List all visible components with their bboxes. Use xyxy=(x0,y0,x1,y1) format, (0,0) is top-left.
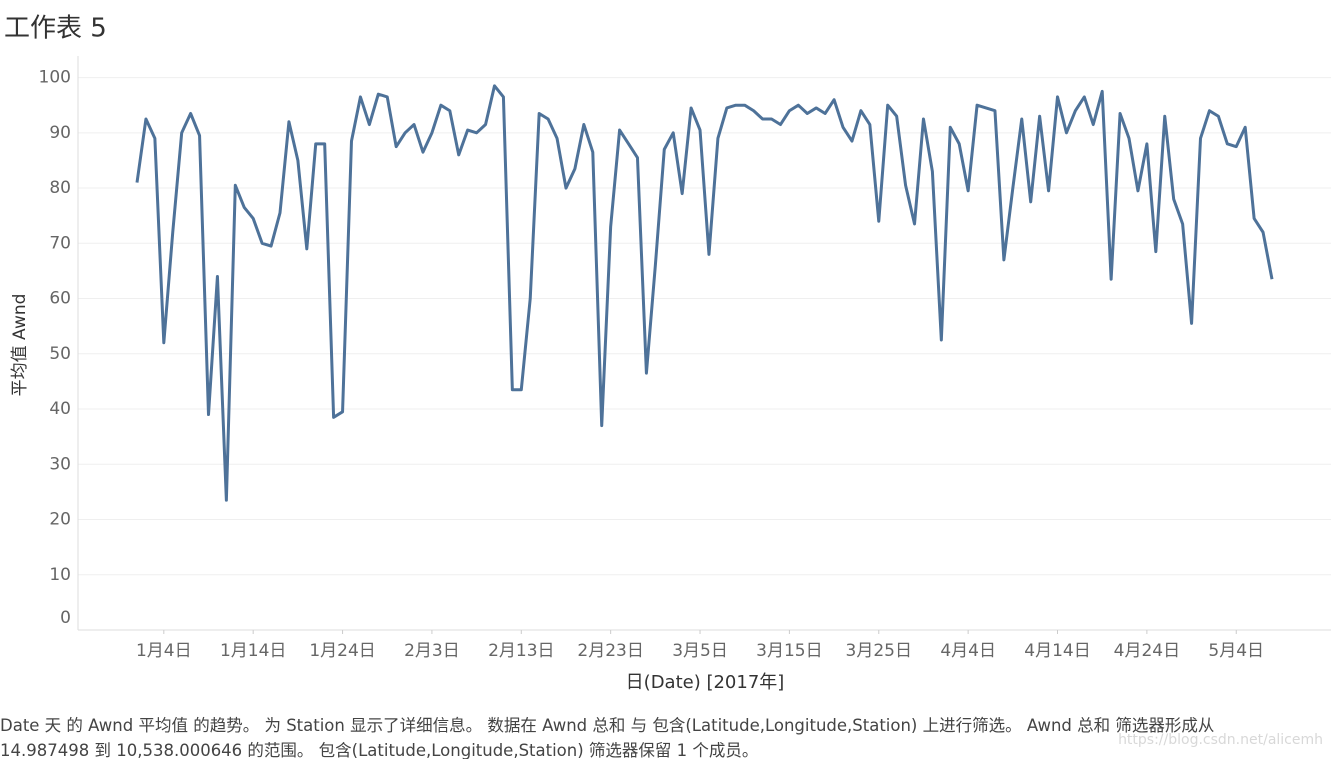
caption-line: 14.987498 到 10,538.000646 的范围。 包含(Latitu… xyxy=(0,741,759,759)
y-tick-label: 80 xyxy=(49,178,71,198)
y-tick-label: 90 xyxy=(49,123,71,143)
x-tick-label: 4月24日 xyxy=(1114,641,1180,661)
x-tick-label: 2月13日 xyxy=(488,641,554,661)
y-axis-title: 平均值 Awnd xyxy=(10,294,30,397)
x-tick-label: 3月25日 xyxy=(846,641,912,661)
line xyxy=(135,84,1274,502)
y-tick-label: 20 xyxy=(49,510,71,530)
x-tick-label: 4月4日 xyxy=(940,641,996,661)
watermark: https://blog.csdn.net/alicemh xyxy=(1118,732,1323,748)
x-tick-label: 4月14日 xyxy=(1024,641,1090,661)
chart: 工作表 5 平均值 Awnd 日(Date) [2017年] 0 10 20 30 40… xyxy=(4,14,1331,693)
y-tick-label: 60 xyxy=(49,289,71,309)
y-tick-label: 40 xyxy=(49,399,71,419)
x-axis-title: 日(Date) [2017年] xyxy=(626,672,785,693)
x-tick-label: 5月4日 xyxy=(1208,641,1264,661)
x-tick-label: 3月15日 xyxy=(756,641,822,661)
y-tick-label: 10 xyxy=(49,565,71,585)
y-tick-label: 30 xyxy=(49,454,71,474)
x-tick-label: 1月24日 xyxy=(309,641,375,661)
caption-line: Date 天 的 Awnd 平均值 的趋势。 为 Station 显示了详细信息… xyxy=(0,716,1215,735)
y-tick-label: 70 xyxy=(49,233,71,253)
x-tick-label: 2月23日 xyxy=(577,641,643,661)
x-tick-label: 3月5日 xyxy=(672,641,728,661)
chart-title: 工作表 5 xyxy=(4,14,107,44)
x-tick-label: 2月3日 xyxy=(404,641,460,661)
y-tick-label: 100 xyxy=(39,68,71,88)
y-tick-label: 50 xyxy=(49,344,71,364)
x-tick-label: 1月4日 xyxy=(136,641,192,661)
x-tick-label: 1月14日 xyxy=(220,641,286,661)
y-tick-label: 0 xyxy=(60,608,71,628)
